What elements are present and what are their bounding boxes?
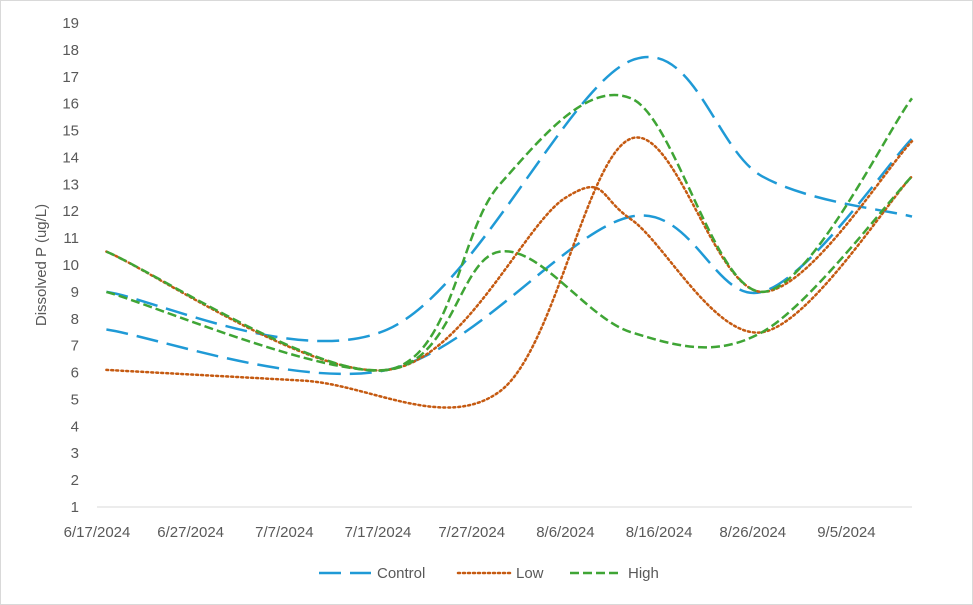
x-tick-label: 8/6/2024 (536, 524, 594, 541)
series-line-low (105, 175, 914, 372)
y-tick-label: 4 (71, 418, 79, 435)
y-tick-label: 5 (71, 391, 79, 408)
y-tick-label: 16 (62, 96, 79, 113)
series-line-control (106, 55, 913, 343)
y-tick-label: 7 (71, 338, 79, 355)
series-line-high (105, 93, 913, 372)
legend: Control Low High (319, 565, 659, 582)
x-tick-label: 6/17/2024 (64, 524, 131, 541)
x-tick-label: 7/7/2024 (255, 524, 313, 541)
x-tick-label: 7/17/2024 (345, 524, 412, 541)
x-tick-label: 9/5/2024 (817, 524, 875, 541)
x-tick-label: 8/26/2024 (719, 524, 786, 541)
y-axis-title: Dissolved P (ug/L) (33, 204, 50, 326)
y-tick-label: 10 (62, 257, 79, 274)
y-tick-label: 3 (71, 445, 79, 462)
series-line-control (106, 137, 913, 376)
x-tick-label: 6/27/2024 (157, 524, 224, 541)
y-tick-label: 19 (62, 15, 79, 32)
series-lines (105, 55, 914, 409)
x-axis-tick-labels: 6/17/2024 6/27/2024 7/7/2024 7/17/2024 7/27/… (64, 524, 876, 541)
y-tick-label: 12 (62, 203, 79, 220)
legend-label-high: High (628, 565, 659, 582)
y-tick-label: 18 (62, 42, 79, 59)
y-tick-label: 9 (71, 284, 79, 301)
y-tick-label: 1 (71, 499, 79, 516)
y-tick-label: 8 (71, 311, 79, 328)
series-line-low (105, 136, 914, 409)
x-tick-label: 7/27/2024 (438, 524, 505, 541)
y-tick-label: 14 (62, 149, 79, 166)
y-tick-label: 15 (62, 123, 79, 140)
y-tick-label: 2 (71, 472, 79, 489)
legend-label-control: Control (377, 565, 425, 582)
y-tick-label: 17 (62, 69, 79, 86)
x-tick-label: 8/16/2024 (626, 524, 693, 541)
y-tick-label: 11 (63, 230, 79, 247)
legend-label-low: Low (516, 565, 544, 582)
y-tick-label: 13 (62, 176, 79, 193)
series-line-high (106, 175, 913, 372)
y-tick-label: 6 (71, 365, 79, 382)
